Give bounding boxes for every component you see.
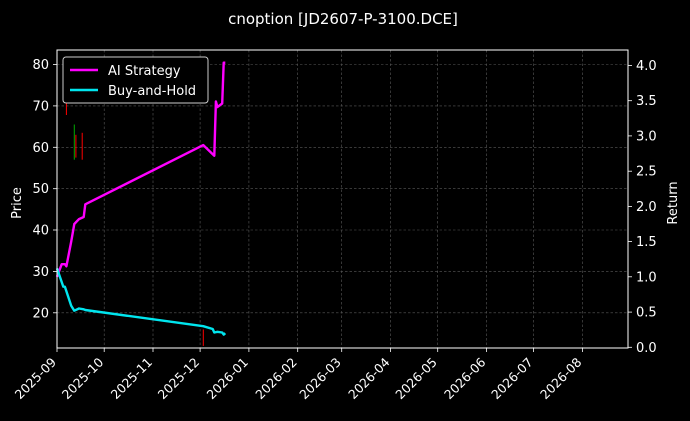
y2-tick-label: 1.0 [636, 270, 657, 285]
y2-tick-label: 0.0 [636, 341, 657, 356]
legend-label-ai-strategy: AI Strategy [108, 64, 181, 79]
y2-axis-ticks: 0.0 0.5 1.0 1.5 2.0 2.5 3.0 3.5 4.0 [628, 59, 657, 356]
y-tick-label: 80 [32, 58, 49, 73]
y2-tick-label: 1.5 [636, 235, 657, 250]
y2-tick-label: 4.0 [636, 59, 657, 74]
chart-title: cnoption [JD2607-P-3100.DCE] [228, 10, 458, 28]
legend-label-buy-and-hold: Buy-and-Hold [108, 84, 196, 99]
y-tick-label: 60 [32, 141, 49, 156]
y2-tick-label: 3.0 [636, 129, 657, 144]
y2-tick-label: 3.5 [636, 94, 657, 109]
y-tick-label: 50 [32, 182, 49, 197]
series-line-buy-and-hold [55, 268, 227, 336]
y2-tick-label: 2.0 [636, 200, 657, 215]
y-tick-label: 70 [32, 99, 49, 114]
plot-frame [56, 49, 629, 349]
return-lines [55, 61, 227, 336]
legend: AI Strategy Buy-and-Hold [62, 56, 209, 104]
y2-axis-label: Return [666, 181, 681, 224]
y2-tick-label: 2.5 [636, 165, 657, 180]
y-tick-label: 20 [32, 306, 49, 321]
y-tick-label: 40 [32, 224, 49, 239]
series-line-ai-strategy [55, 61, 226, 278]
y-tick-label: 30 [32, 265, 49, 280]
y2-tick-label: 0.5 [636, 306, 657, 321]
legend-box [62, 56, 209, 104]
price-bars [65, 101, 204, 346]
y-axis-ticks: 20 30 40 50 60 70 80 [32, 58, 57, 321]
y-axis-label: Price [10, 187, 25, 219]
